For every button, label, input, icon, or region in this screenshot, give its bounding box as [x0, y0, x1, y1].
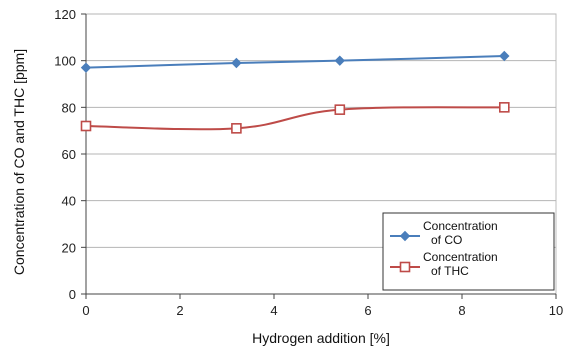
data-point	[499, 50, 510, 62]
legend-label: Concentration	[423, 250, 498, 264]
axis-ticks: 0 20 40 60 80 100 120 0 2 4 6 8 10	[54, 7, 563, 318]
data-point	[80, 120, 92, 132]
series-group	[80, 50, 510, 134]
series-line	[85, 55, 505, 69]
y-tick-label: 60	[62, 147, 76, 162]
y-tick-label: 0	[69, 287, 76, 302]
legend-marker	[399, 230, 411, 242]
x-tick-label: 6	[364, 303, 371, 318]
data-point	[334, 55, 346, 66]
legend-box	[382, 212, 555, 291]
x-axis-title: Hydrogen addition [%]	[252, 330, 390, 346]
x-tick-label: 4	[270, 303, 277, 318]
legend-label: Concentration	[423, 219, 498, 233]
data-point	[231, 57, 242, 69]
y-tick-label: 120	[54, 7, 76, 22]
data-point	[498, 102, 510, 113]
x-tick-label: 10	[549, 303, 563, 318]
x-tick-label: 2	[176, 303, 183, 318]
y-tick-label: 20	[62, 240, 76, 255]
x-tick-label: 8	[458, 303, 465, 318]
series-line	[85, 106, 505, 131]
data-point	[231, 123, 242, 134]
y-tick-label: 100	[54, 54, 76, 69]
series-2	[80, 102, 510, 134]
y-tick-label: 80	[62, 100, 76, 115]
y-tick-label: 40	[62, 194, 76, 209]
series-1	[80, 50, 510, 73]
data-point	[80, 62, 92, 73]
legend-marker	[399, 261, 411, 273]
x-tick-label: 0	[82, 303, 89, 318]
legend-label: of THC	[431, 264, 469, 278]
legend-label: of CO	[431, 233, 462, 247]
data-point	[334, 104, 346, 115]
y-axis-title: Concentration of CO and THC [ppm]	[11, 49, 27, 275]
